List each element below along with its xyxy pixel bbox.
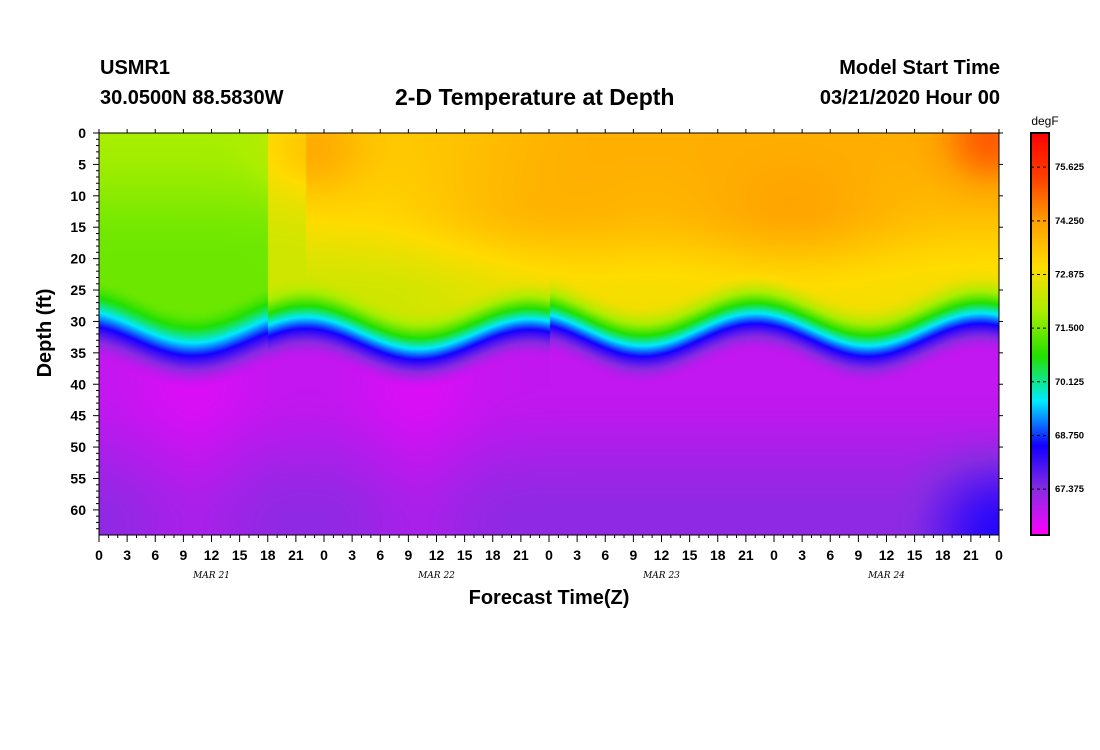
colorbar-label: 70.125 [1055, 377, 1085, 388]
x-tick-label: 18 [260, 547, 276, 563]
x-tick-label: 0 [770, 547, 778, 563]
station-id: USMR1 [100, 57, 171, 79]
x-tick-label: 15 [907, 547, 923, 563]
station-coordinates: 30.0500N 88.5830W [100, 87, 284, 109]
x-axis-title: Forecast Time(Z) [469, 587, 630, 609]
x-tick-label: 9 [179, 547, 187, 563]
date-labels: MAR 21 MAR 22 MAR 23 MAR 24 [192, 571, 905, 581]
x-tick-label: 9 [404, 547, 412, 563]
x-axis: 0 3 6 9 12 15 18 21 0 3 6 9 12 15 18 21 0 3 6 9 12 15 18 21 0 3 6 9… [95, 129, 1003, 563]
x-tick-label: 0 [95, 547, 103, 563]
y-tick-label: 15 [70, 219, 86, 235]
y-tick-label: 20 [70, 251, 86, 267]
y-tick-label: 60 [70, 502, 86, 518]
x-tick-label: 6 [151, 547, 159, 563]
x-tick-label: 21 [963, 547, 979, 563]
y-tick-label: 5 [78, 156, 86, 172]
y-axis: 0 5 10 15 20 25 30 35 40 45 50 55 60 [70, 125, 1003, 530]
x-tick-label: 18 [935, 547, 951, 563]
y-tick-label: 50 [70, 439, 86, 455]
x-tick-label: 12 [204, 547, 220, 563]
x-tick-label: 3 [798, 547, 806, 563]
colorbar-scale [1030, 132, 1050, 536]
x-tick-label: 21 [288, 547, 304, 563]
y-tick-label: 55 [70, 470, 86, 486]
x-tick-label: 0 [320, 547, 328, 563]
date-label: MAR 23 [642, 571, 680, 581]
date-label: MAR 21 [192, 571, 230, 581]
temperature-heatmap [99, 133, 999, 535]
x-tick-label: 0 [545, 547, 553, 563]
date-label: MAR 24 [867, 571, 905, 581]
date-label: MAR 22 [417, 571, 455, 581]
x-tick-label: 9 [854, 547, 862, 563]
x-tick-label: 15 [232, 547, 248, 563]
x-tick-label: 18 [710, 547, 726, 563]
y-tick-label: 30 [70, 313, 86, 329]
x-tick-label: 3 [573, 547, 581, 563]
x-tick-label: 6 [826, 547, 834, 563]
x-tick-label: 3 [348, 547, 356, 563]
y-tick-label: 40 [70, 376, 86, 392]
model-start-label: Model Start Time [839, 57, 1000, 79]
x-tick-label: 12 [879, 547, 895, 563]
colorbar-label: 75.625 [1055, 162, 1085, 173]
colorbar: degF 75.625 74.250 72.875 71.500 70.125 68.75… [1030, 114, 1085, 536]
x-tick-label: 12 [429, 547, 445, 563]
x-tick-label: 21 [738, 547, 754, 563]
x-tick-label: 15 [457, 547, 473, 563]
y-axis-title: Depth (ft) [34, 289, 56, 378]
model-start-time: 03/21/2020 Hour 00 [819, 87, 1000, 109]
colorbar-label: 74.250 [1055, 216, 1084, 227]
y-tick-label: 0 [78, 125, 86, 141]
colorbar-label: 71.500 [1055, 323, 1084, 334]
x-tick-label: 0 [995, 547, 1003, 563]
y-tick-label: 45 [70, 408, 86, 424]
x-tick-label: 21 [513, 547, 529, 563]
heatmap-plot-area [99, 133, 999, 535]
x-tick-label: 6 [376, 547, 384, 563]
y-tick-label: 10 [70, 188, 86, 204]
colorbar-label: 67.375 [1055, 484, 1085, 495]
x-tick-label: 6 [601, 547, 609, 563]
x-tick-label: 15 [682, 547, 698, 563]
colorbar-label: 68.750 [1055, 430, 1084, 441]
x-tick-label: 9 [629, 547, 637, 563]
x-tick-label: 3 [123, 547, 131, 563]
x-tick-label: 12 [654, 547, 670, 563]
colorbar-label: 72.875 [1055, 269, 1085, 280]
x-tick-label: 18 [485, 547, 501, 563]
y-tick-label: 25 [70, 282, 86, 298]
y-tick-label: 35 [70, 345, 86, 361]
colorbar-units: degF [1031, 114, 1058, 128]
chart-title: 2-D Temperature at Depth [395, 84, 675, 110]
